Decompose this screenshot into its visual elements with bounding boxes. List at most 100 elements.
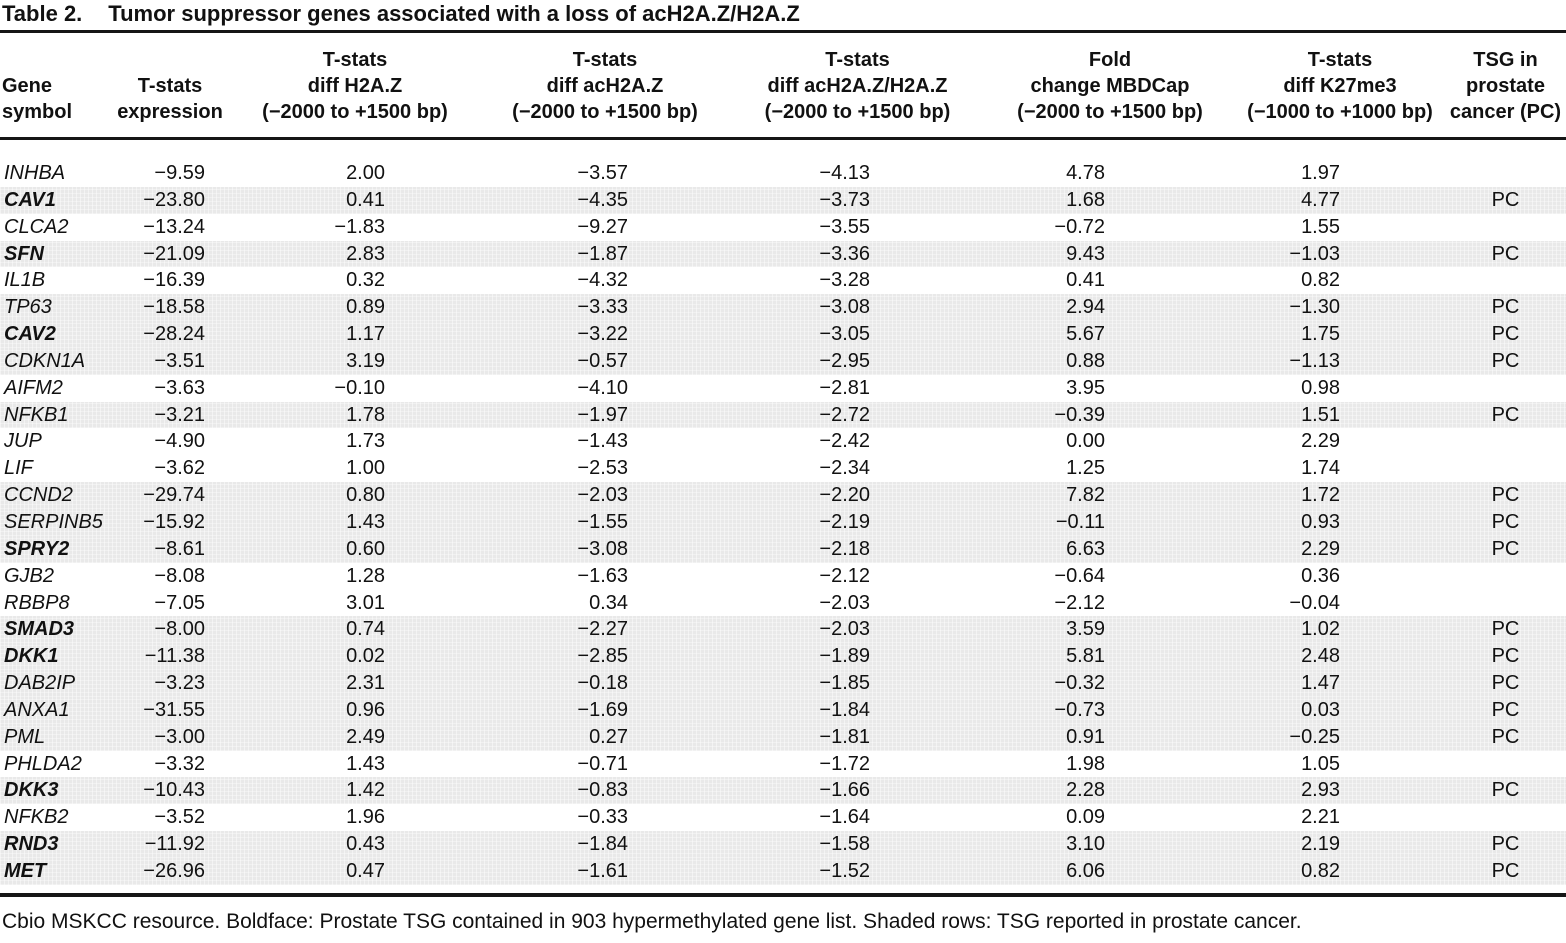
value-cell: −8.61: [154, 537, 205, 560]
gene-symbol-cell: AIFM2: [4, 376, 63, 399]
table-row: SMAD3 −8.00 0.74 −2.27 −2.03 3.59 1.02 PC: [0, 616, 1566, 644]
value-cell: −0.32: [1054, 672, 1105, 695]
value-cell: −3.55: [819, 215, 870, 238]
value-cell: −1.69: [577, 698, 628, 721]
value-cell: 1.05: [1301, 752, 1340, 775]
value-cell: 0.74: [346, 618, 385, 641]
value-cell: −2.53: [577, 457, 628, 480]
value-cell: 3.19: [346, 349, 385, 372]
value-cell: 1.25: [1066, 457, 1105, 480]
tsg-pc-cell: [1445, 563, 1566, 590]
value-cell: 3.01: [346, 591, 385, 614]
column-header-diff-h2az: T-stats diff H2A.Z (−2000 to +1500 bp): [262, 49, 448, 123]
value-cell: −2.81: [819, 376, 870, 399]
gene-symbol-cell: MET: [4, 859, 47, 882]
value-cell: 1.98: [1066, 752, 1105, 775]
value-cell: −18.58: [143, 296, 205, 319]
value-cell: −1.13: [1289, 349, 1340, 372]
value-cell: −2.85: [577, 645, 628, 668]
gene-symbol-cell: IL1B: [4, 269, 46, 292]
value-cell: −3.51: [154, 349, 205, 372]
value-cell: −3.73: [819, 188, 870, 211]
gene-symbol-cell: ANXA1: [4, 698, 70, 721]
value-cell: 6.06: [1066, 859, 1105, 882]
value-cell: −11.92: [144, 833, 205, 856]
table-row: DAB2IP −3.23 2.31 −0.18 −1.85 −0.32 1.47 PC: [0, 670, 1566, 697]
value-cell: 2.83: [346, 242, 385, 265]
value-cell: 0.80: [346, 484, 385, 507]
value-cell: 0.03: [1301, 698, 1340, 721]
value-cell: −1.61: [577, 859, 628, 882]
value-cell: 4.77: [1301, 188, 1340, 211]
value-cell: 1.51: [1301, 403, 1340, 426]
value-cell: 0.88: [1066, 349, 1105, 372]
value-cell: −1.66: [819, 779, 870, 802]
value-cell: 0.82: [1301, 269, 1340, 292]
value-cell: −13.24: [143, 215, 205, 238]
tsg-pc-cell: [1445, 590, 1566, 617]
value-cell: −1.55: [577, 510, 628, 533]
tsg-pc-cell: PC: [1491, 859, 1520, 882]
value-cell: −1.63: [577, 564, 628, 587]
table-row: INHBA −9.59 2.00 −3.57 −4.13 4.78 1.97: [0, 160, 1566, 187]
value-cell: 0.34: [589, 591, 628, 614]
gene-symbol-cell: SERPINB5: [4, 510, 103, 533]
value-cell: −16.39: [143, 269, 205, 292]
table-caption: Table 2. Tumor suppressor genes associate…: [0, 0, 1566, 30]
tsg-pc-cell: PC: [1491, 242, 1520, 265]
value-cell: −4.13: [819, 162, 870, 184]
value-cell: 0.98: [1301, 376, 1340, 399]
value-cell: −1.85: [819, 672, 870, 695]
value-cell: −3.23: [154, 672, 205, 695]
value-cell: 1.43: [346, 510, 385, 533]
divider-top: [0, 30, 1566, 33]
value-cell: −3.33: [577, 296, 628, 319]
value-cell: −2.72: [819, 403, 870, 426]
table-row: CCND2 −29.74 0.80 −2.03 −2.20 7.82 1.72 PC: [0, 482, 1566, 509]
value-cell: 6.63: [1066, 537, 1105, 560]
value-cell: −1.30: [1289, 296, 1340, 319]
table-row: RBBP8 −7.05 3.01 0.34 −2.03 −2.12 −0.04: [0, 590, 1566, 617]
value-cell: −0.64: [1054, 564, 1105, 587]
tsg-pc-cell: PC: [1491, 537, 1520, 560]
table-row: SPRY2 −8.61 0.60 −3.08 −2.18 6.63 2.29 PC: [0, 535, 1566, 563]
value-cell: −1.84: [819, 698, 870, 721]
value-cell: 9.43: [1066, 242, 1105, 265]
tsg-pc-cell: PC: [1491, 779, 1520, 802]
value-cell: −3.57: [577, 162, 628, 184]
value-cell: 0.32: [346, 269, 385, 292]
value-cell: 1.55: [1301, 215, 1340, 238]
value-cell: 1.43: [346, 752, 385, 775]
tsg-pc-cell: PC: [1491, 510, 1520, 533]
table-row: AIFM2 −3.63 −0.10 −4.10 −2.81 3.95 0.98: [0, 375, 1566, 402]
value-cell: 2.29: [1301, 430, 1340, 453]
table-row: CAV2 −28.24 1.17 −3.22 −3.05 5.67 1.75 PC: [0, 321, 1566, 348]
value-cell: −1.81: [819, 725, 870, 748]
value-cell: 3.10: [1066, 833, 1105, 856]
column-header-tsg-pc: TSG in prostate cancer (PC): [1449, 49, 1562, 123]
table-row: SERPINB5 −15.92 1.43 −1.55 −2.19 −0.11 0.93 PC: [0, 508, 1566, 536]
spacer: [0, 885, 1566, 893]
tsg-pc-cell: [1445, 804, 1566, 831]
value-cell: 1.78: [346, 403, 385, 426]
tsg-pc-cell: [1445, 751, 1566, 778]
value-cell: −1.43: [577, 430, 628, 453]
value-cell: 2.29: [1301, 537, 1340, 560]
value-cell: −9.27: [577, 215, 628, 238]
table-row: PML −3.00 2.49 0.27 −1.81 0.91 −0.25 PC: [0, 723, 1566, 751]
table-row: NFKB1 −3.21 1.78 −1.97 −2.72 −0.39 1.51 PC: [0, 401, 1566, 429]
value-cell: −8.00: [154, 618, 205, 641]
value-cell: 0.27: [589, 725, 628, 748]
value-cell: −2.03: [819, 591, 870, 614]
value-cell: 2.19: [1301, 833, 1340, 856]
gene-symbol-cell: CLCA2: [4, 215, 69, 238]
value-cell: 2.49: [346, 725, 385, 748]
value-cell: 3.59: [1066, 618, 1105, 641]
value-cell: −0.25: [1289, 725, 1340, 748]
gene-symbol-cell: RBBP8: [4, 591, 70, 614]
value-cell: 0.41: [1066, 269, 1105, 292]
value-cell: −21.09: [143, 242, 205, 265]
tsg-pc-cell: PC: [1491, 725, 1520, 748]
gene-symbol-cell: NFKB2: [4, 806, 69, 829]
value-cell: −3.36: [819, 242, 870, 265]
